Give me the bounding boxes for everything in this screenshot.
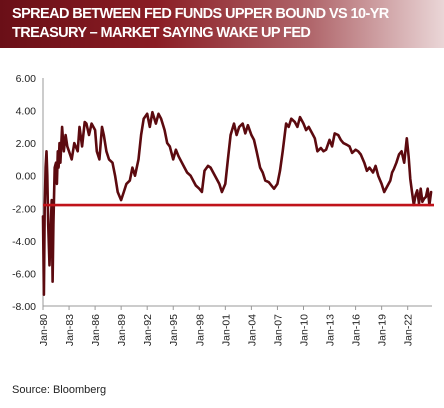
x-tick-label: Jan-01 bbox=[220, 314, 232, 346]
x-tick-label: Jan-92 bbox=[142, 314, 154, 346]
y-tick-label: -4.00 bbox=[12, 236, 36, 248]
y-tick-label: 6.00 bbox=[16, 73, 37, 85]
chart-title-banner: SPREAD BETWEEN FED FUNDS UPPER BOUND VS … bbox=[0, 0, 444, 48]
x-tick-label: Jan-07 bbox=[272, 314, 284, 346]
x-axis: Jan-80 Jan-83 Jan-86 Jan-89 Jan-92 Jan-95 Jan-… bbox=[38, 305, 432, 346]
y-tick-label: 2.00 bbox=[16, 138, 37, 150]
x-tick-label: Jan-95 bbox=[168, 314, 180, 346]
x-tick-label: Jan-19 bbox=[377, 314, 389, 346]
chart-title-line-1: SPREAD BETWEEN FED FUNDS UPPER BOUND VS … bbox=[12, 6, 389, 22]
x-tick-label: Jan-83 bbox=[64, 314, 76, 346]
y-axis: 6.00 4.00 2.00 0.00 -2.00 -4.00 -6.00 -8.00 bbox=[12, 73, 44, 313]
x-tick-label: Jan-13 bbox=[325, 314, 337, 346]
source-note: Source: Bloomberg bbox=[12, 384, 107, 396]
chart-title-line-2: TREASURY – MARKET SAYING WAKE UP FED bbox=[12, 25, 311, 41]
y-tick-label: -2.00 bbox=[12, 203, 36, 215]
y-tick-label: -8.00 bbox=[12, 301, 36, 313]
line-chart: 6.00 4.00 2.00 0.00 -2.00 -4.00 -6.00 -8.00 Jan… bbox=[12, 73, 434, 346]
plot-area bbox=[41, 110, 434, 296]
x-tick-label: Jan-98 bbox=[194, 314, 206, 346]
x-tick-label: Jan-16 bbox=[351, 314, 363, 346]
x-tick-label: Jan-89 bbox=[116, 314, 128, 346]
x-tick-label: Jan-80 bbox=[38, 314, 50, 346]
x-tick-label: Jan-22 bbox=[403, 314, 415, 346]
y-tick-label: -6.00 bbox=[12, 268, 36, 280]
x-tick-label: Jan-10 bbox=[298, 314, 310, 346]
spread-series-line bbox=[41, 110, 433, 296]
y-tick-label: 0.00 bbox=[16, 171, 37, 183]
x-tick-label: Jan-04 bbox=[246, 314, 258, 346]
y-tick-label: 4.00 bbox=[16, 106, 37, 118]
x-tick-label: Jan-86 bbox=[90, 314, 102, 346]
